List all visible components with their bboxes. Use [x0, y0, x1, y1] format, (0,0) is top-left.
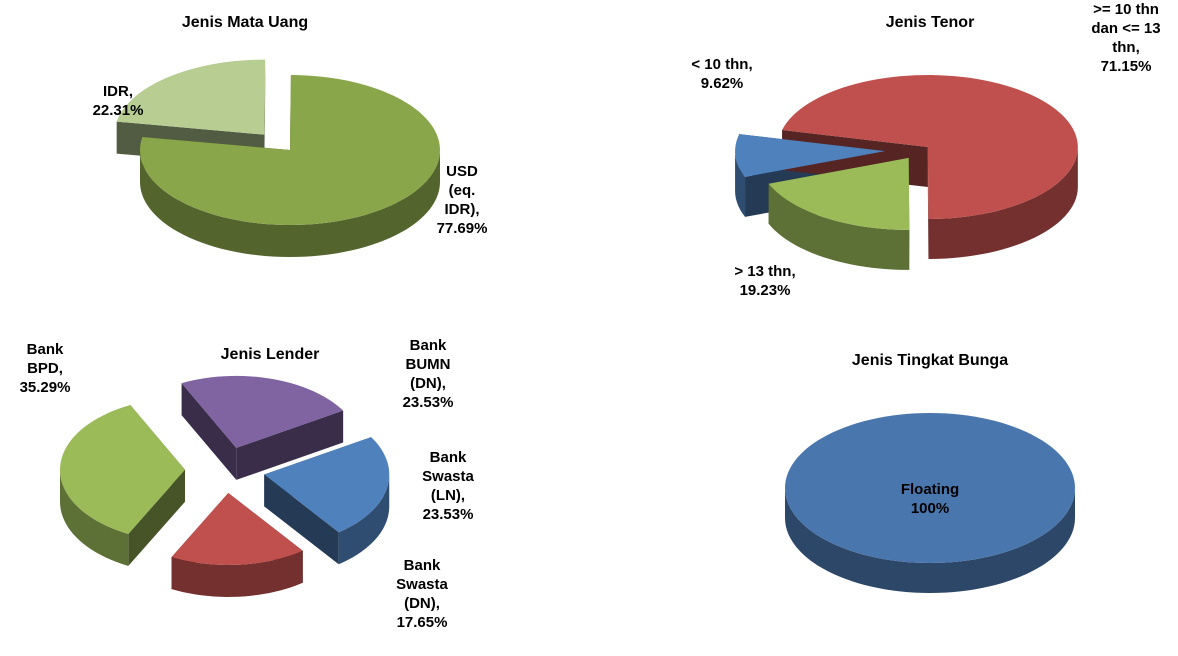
- data-label: Bank Swasta (DN), 17.65%: [392, 556, 452, 632]
- slice-value: 9.62%: [700, 75, 744, 92]
- pie-slice: [181, 375, 344, 448]
- slice-value: 23.53%: [422, 506, 474, 523]
- pie-slice-side: [768, 183, 910, 270]
- data-label: < 10 thn, 9.62%: [677, 55, 767, 93]
- slice-name: Floating: [900, 481, 960, 498]
- slice-name: > 13 thn,: [734, 263, 796, 280]
- slice-name: Bank BUMN (DN),: [405, 337, 451, 392]
- data-label: Bank BPD, 35.29%: [18, 340, 73, 397]
- slice-value: 100%: [910, 500, 950, 517]
- pie-slice-edge: [264, 474, 339, 565]
- pie-slice: [785, 413, 1075, 563]
- pie-slice-edge: [927, 147, 929, 260]
- slice-name: Bank BPD,: [26, 341, 64, 377]
- pie-slice-side: [60, 469, 129, 566]
- pie-slice-edge: [181, 383, 237, 480]
- slice-name: >= 10 thn dan <= 13 thn,: [1091, 1, 1161, 56]
- chart-title: Jenis Mata Uang: [181, 14, 309, 31]
- data-label: IDR, 22.31%: [83, 82, 153, 120]
- pie-slice-side: [928, 147, 1078, 260]
- chart-title: Jenis Tenor: [885, 14, 975, 31]
- pie-slice-side: [140, 150, 440, 257]
- chart-title: Jenis Tingkat Bunga: [851, 352, 1009, 369]
- slice-value: 23.53%: [402, 394, 454, 411]
- slice-value: 77.69%: [436, 220, 488, 237]
- slice-name: < 10 thn,: [691, 56, 753, 73]
- pie-slice: [171, 492, 303, 565]
- pie-slice-side: [171, 550, 303, 597]
- slice-value: 71.15%: [1100, 58, 1152, 75]
- data-label: > 13 thn, 19.23%: [720, 262, 810, 300]
- pie-slice-side: [338, 474, 390, 565]
- slice-name: USD (eq. IDR),: [444, 163, 480, 218]
- pie-slice-edge: [236, 410, 344, 480]
- data-label: >= 10 thn dan <= 13 thn, 71.15%: [1089, 0, 1164, 76]
- pie-slice: [782, 75, 1078, 220]
- slice-name: Bank Swasta (DN),: [396, 557, 448, 612]
- pie-slice-edge: [128, 469, 186, 566]
- pie-slice: [140, 75, 440, 225]
- pie-slice: [768, 157, 910, 230]
- pie-slice: [735, 134, 886, 177]
- slice-name: IDR,: [103, 83, 133, 100]
- pie-slice-side: [785, 488, 1075, 593]
- pie-slice-edge: [264, 59, 266, 167]
- data-label: Bank BUMN (DN), 23.53%: [398, 336, 458, 412]
- pie-slice: [60, 405, 186, 534]
- data-label: USD (eq. IDR), 77.69%: [435, 162, 490, 238]
- data-label: Floating 100%: [890, 480, 970, 518]
- slice-value: 19.23%: [739, 282, 791, 299]
- slice-name: Bank Swasta (LN),: [422, 449, 474, 504]
- slice-value: 22.31%: [92, 102, 144, 119]
- slice-value: 35.29%: [19, 379, 71, 396]
- data-label: Bank Swasta (LN), 23.53%: [418, 448, 478, 524]
- chart-title: Jenis Lender: [220, 346, 320, 363]
- slice-value: 17.65%: [396, 614, 448, 631]
- pie-slice-side: [735, 151, 746, 217]
- pie-slice: [116, 59, 266, 135]
- pie-slice: [264, 437, 390, 533]
